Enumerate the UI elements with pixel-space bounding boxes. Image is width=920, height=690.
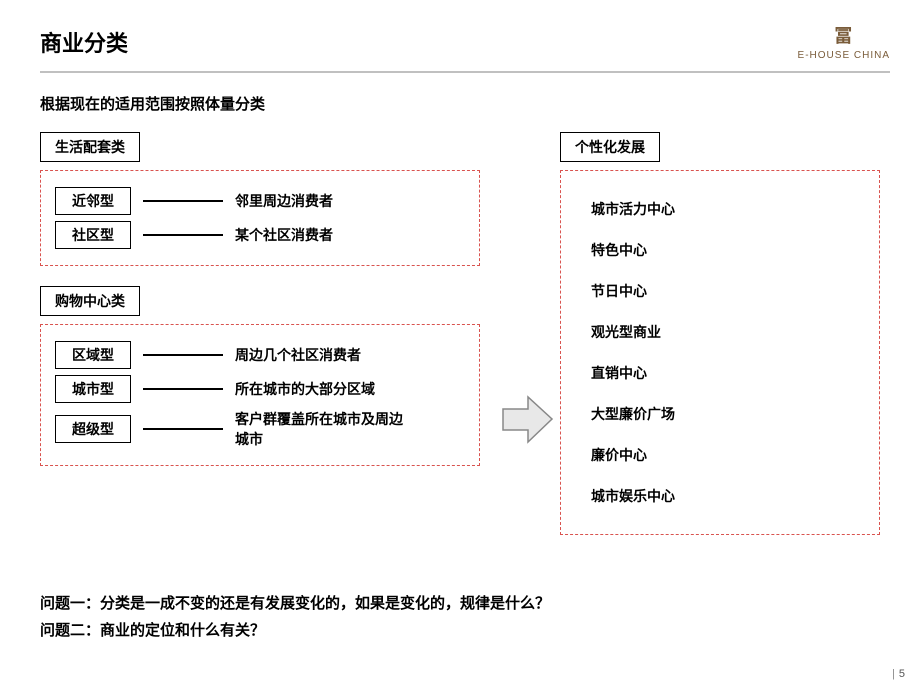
item-row: 社区型 某个社区消费者 bbox=[55, 221, 465, 249]
connector-line bbox=[143, 200, 223, 202]
question-2: 问题二：商业的定位和什么有关？ bbox=[40, 617, 550, 644]
item-desc: 周边几个社区消费者 bbox=[235, 345, 361, 365]
item-desc: 邻里周边消费者 bbox=[235, 191, 333, 211]
question-1: 问题一：分类是一成不变的还是有发展变化的，如果是变化的，规律是什么？ bbox=[40, 590, 550, 617]
group-living: 生活配套类 近邻型 邻里周边消费者 社区型 某个社区消费者 bbox=[40, 132, 480, 266]
item-box: 近邻型 bbox=[55, 187, 131, 215]
header: 商业分类 冨 E-HOUSE CHINA bbox=[0, 0, 920, 71]
group1-box: 近邻型 邻里周边消费者 社区型 某个社区消费者 bbox=[40, 170, 480, 266]
item-box: 区域型 bbox=[55, 341, 131, 369]
list-item: 城市活力中心 bbox=[591, 199, 849, 219]
right-column: 个性化发展 城市活力中心 特色中心 节日中心 观光型商业 直销中心 大型廉价广场… bbox=[560, 132, 880, 535]
item-box: 社区型 bbox=[55, 221, 131, 249]
page-title: 商业分类 bbox=[40, 26, 128, 58]
list-item: 直销中心 bbox=[591, 363, 849, 383]
logo-mark: 冨 bbox=[798, 22, 890, 48]
right-box: 城市活力中心 特色中心 节日中心 观光型商业 直销中心 大型廉价广场 廉价中心 … bbox=[560, 170, 880, 535]
item-row: 超级型 客户群覆盖所在城市及周边城市 bbox=[55, 409, 465, 449]
subtitle: 根据现在的适用范围按照体量分类 bbox=[40, 93, 920, 114]
item-desc: 所在城市的大部分区域 bbox=[235, 379, 375, 399]
arrow-icon bbox=[500, 392, 555, 452]
list-item: 观光型商业 bbox=[591, 322, 849, 342]
group2-box: 区域型 周边几个社区消费者 城市型 所在城市的大部分区域 超级型 客户群覆盖所在… bbox=[40, 324, 480, 466]
item-desc: 客户群覆盖所在城市及周边城市 bbox=[235, 409, 415, 449]
logo: 冨 E-HOUSE CHINA bbox=[798, 22, 890, 61]
connector-line bbox=[143, 388, 223, 390]
item-box: 城市型 bbox=[55, 375, 131, 403]
connector-line bbox=[143, 428, 223, 430]
item-row: 近邻型 邻里周边消费者 bbox=[55, 187, 465, 215]
page-number: |5 bbox=[892, 668, 905, 680]
item-box: 超级型 bbox=[55, 415, 131, 443]
item-desc: 某个社区消费者 bbox=[235, 225, 333, 245]
title-underline bbox=[40, 71, 890, 73]
list-item: 廉价中心 bbox=[591, 445, 849, 465]
item-row: 城市型 所在城市的大部分区域 bbox=[55, 375, 465, 403]
list-item: 特色中心 bbox=[591, 240, 849, 260]
list-item: 城市娱乐中心 bbox=[591, 486, 849, 506]
connector-line bbox=[143, 354, 223, 356]
right-header: 个性化发展 bbox=[560, 132, 660, 162]
connector-line bbox=[143, 234, 223, 236]
group-shopping: 购物中心类 区域型 周边几个社区消费者 城市型 所在城市的大部分区域 超级型 客… bbox=[40, 286, 480, 466]
questions: 问题一：分类是一成不变的还是有发展变化的，如果是变化的，规律是什么？ 问题二：商… bbox=[40, 590, 550, 644]
group1-header: 生活配套类 bbox=[40, 132, 140, 162]
logo-text: E-HOUSE CHINA bbox=[798, 50, 890, 61]
left-column: 生活配套类 近邻型 邻里周边消费者 社区型 某个社区消费者 购物中心类 区域型 bbox=[40, 132, 480, 466]
item-row: 区域型 周边几个社区消费者 bbox=[55, 341, 465, 369]
list-item: 节日中心 bbox=[591, 281, 849, 301]
list-item: 大型廉价广场 bbox=[591, 404, 849, 424]
group2-header: 购物中心类 bbox=[40, 286, 140, 316]
